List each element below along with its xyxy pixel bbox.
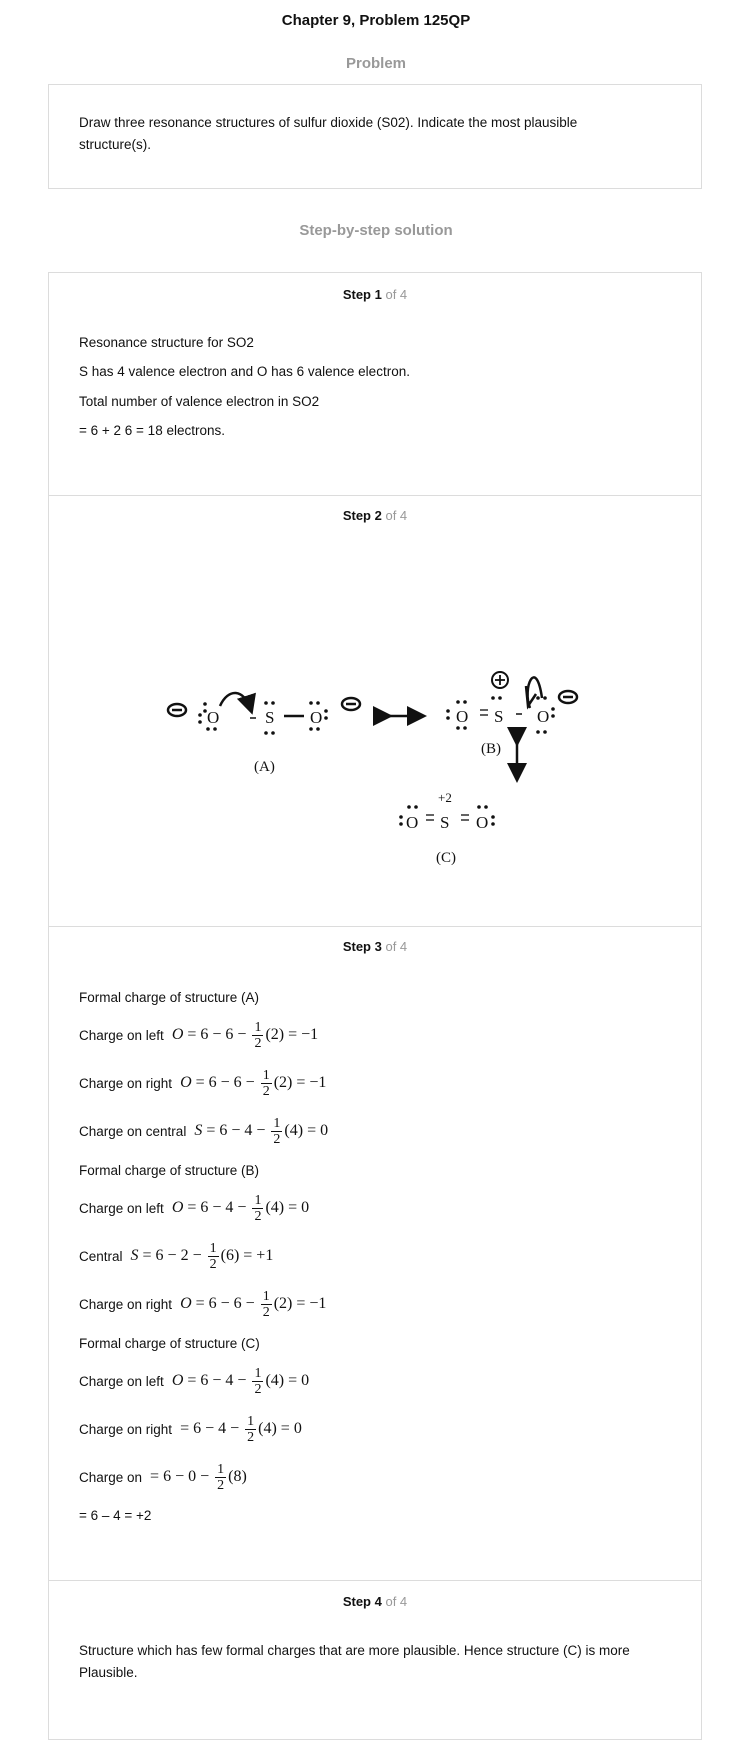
charge-label: Charge on right — [79, 1421, 173, 1437]
step-3-heading: Step 3 of 4 — [48, 939, 702, 954]
step-4-heading: Step 4 of 4 — [48, 1594, 702, 1609]
formula: O = 6 − 4 − 1 2 (4) = 0 — [171, 1192, 310, 1224]
oxygen-atom: O — [456, 707, 468, 726]
positive-charge-icon — [491, 671, 509, 689]
charge-label: Charge on right — [79, 1296, 173, 1312]
solution-heading: Step-by-step solution — [299, 222, 453, 239]
oxygen-atom: O — [207, 708, 219, 727]
structure-a: O S O (A) — [166, 691, 362, 775]
structure-a-title: Formal charge of structure (A) — [79, 990, 260, 1005]
step-divider — [48, 926, 702, 927]
charge-label: Charge on left — [79, 1373, 164, 1389]
step-label: Step 3 — [342, 939, 382, 954]
step-4-text: Structure which has few formal charges t… — [79, 1643, 630, 1680]
charge-label: Charge on central — [79, 1123, 187, 1139]
step-label: Step 1 — [342, 287, 382, 302]
step-1-heading: Step 1 of 4 — [48, 287, 702, 302]
charge-row: Charge on central S = 6 − 4 − 1 2 (4) = 0 — [79, 1109, 328, 1153]
charge-row: Charge on = 6 − 0 − 1 2 (8) — [79, 1455, 247, 1499]
charge-row: Charge on right = 6 − 4 − 1 2 (4) = 0 — [79, 1407, 302, 1451]
charge-row: Charge on left O = 6 − 6 − 1 2 (2) = −1 — [79, 1013, 318, 1057]
structure-a-label: (A) — [254, 759, 275, 775]
step-1-line: = 6 + 2 6 = 18 electrons. — [79, 423, 225, 438]
charge-label: Charge on — [79, 1469, 143, 1485]
oxygen-atom: O — [406, 813, 418, 832]
sulfur-atom: S — [265, 708, 274, 727]
problem-text: Draw three resonance structures of sulfu… — [79, 115, 578, 152]
step-2-heading: Step 2 of 4 — [48, 508, 702, 523]
charge-row: Charge on left O = 6 − 4 − 1 2 (4) = 0 — [79, 1359, 309, 1403]
charge-label: Charge on left — [79, 1027, 164, 1043]
step-divider — [48, 495, 702, 496]
formula: = 6 − 0 − 1 2 (8) — [150, 1461, 247, 1493]
step-divider — [48, 1580, 702, 1581]
structure-c-title: Formal charge of structure (C) — [79, 1336, 260, 1351]
formula: S = 6 − 4 − 1 2 (4) = 0 — [194, 1115, 329, 1147]
formula: O = 6 − 6 − 1 2 (2) = −1 — [180, 1067, 327, 1099]
structure-b-title: Formal charge of structure (B) — [79, 1163, 260, 1178]
oxygen-atom: O — [310, 708, 322, 727]
step-label: Step 4 — [342, 1594, 382, 1609]
step-label: Step 2 — [342, 508, 382, 523]
charge-row: Central S = 6 − 2 − 1 2 (6) = +1 — [79, 1234, 273, 1278]
problem-box — [48, 84, 702, 189]
step-1-line: Total number of valence electron in SO2 — [79, 394, 320, 409]
step-count: of 4 — [385, 939, 408, 954]
step-count: of 4 — [385, 508, 408, 523]
charge-label: Charge on right — [79, 1075, 173, 1091]
oxygen-atom: O — [476, 813, 488, 832]
charge-row: Charge on right O = 6 − 6 − 1 2 (2) = −1 — [79, 1282, 326, 1326]
structure-b: O S O (B) — [446, 671, 579, 757]
step-1-line: S has 4 valence electron and O has 6 val… — [79, 364, 410, 379]
sulfur-atom: S — [440, 813, 449, 832]
charge-row: Charge on right O = 6 − 6 − 1 2 (2) = −1 — [79, 1061, 326, 1105]
negative-charge-icon — [166, 702, 188, 718]
final-charge: = 6 – 4 = +2 — [79, 1508, 152, 1523]
step-count: of 4 — [385, 1594, 408, 1609]
formula: O = 6 − 6 − 1 2 (2) = −1 — [180, 1288, 327, 1320]
charge-row: Charge on left O = 6 − 4 − 1 2 (4) = 0 — [79, 1186, 309, 1230]
charge-plus-two: +2 — [438, 790, 452, 805]
formula: O = 6 − 6 − 1 2 (2) = −1 — [171, 1019, 319, 1051]
formula: S = 6 − 2 − 1 2 (6) = +1 — [130, 1240, 274, 1272]
formula: = 6 − 4 − 1 2 (4) = 0 — [180, 1413, 302, 1445]
oxygen-atom: O — [537, 707, 549, 726]
page-title: Chapter 9, Problem 125QP — [281, 12, 471, 29]
resonance-structures-diagram: O S O (A) O — [166, 671, 579, 866]
structure-b-label: (B) — [481, 741, 501, 757]
step-1-line: Resonance structure for SO2 — [79, 335, 254, 350]
sulfur-atom: S — [494, 707, 503, 726]
formula: O = 6 − 4 − 1 2 (4) = 0 — [171, 1365, 310, 1397]
negative-charge-icon — [340, 696, 362, 712]
structure-c-label: (C) — [436, 850, 456, 866]
problem-heading: Problem — [345, 55, 406, 72]
step-count: of 4 — [385, 287, 408, 302]
structure-c: O S +2 O (C) — [399, 790, 495, 866]
solution-box — [48, 272, 702, 1740]
charge-label: Charge on left — [79, 1200, 164, 1216]
negative-charge-icon — [557, 689, 579, 705]
charge-label: Central — [79, 1248, 123, 1264]
